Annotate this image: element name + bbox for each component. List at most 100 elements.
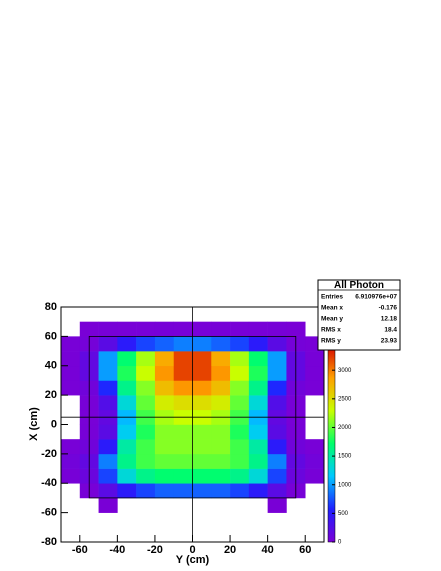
stats-value: -0.176	[379, 305, 398, 312]
heat-cell	[211, 453, 231, 469]
heat-cell	[211, 380, 231, 396]
heat-cell	[267, 483, 287, 499]
heat-cell	[61, 351, 81, 367]
heat-cell	[173, 365, 193, 381]
heat-cell	[230, 483, 250, 499]
x-tick-label: 60	[299, 544, 311, 556]
heat-cell	[136, 424, 156, 440]
heat-cell	[211, 439, 231, 455]
heat-cell	[117, 365, 137, 381]
y-tick-label: 20	[45, 389, 57, 401]
heat-cell	[173, 453, 193, 469]
z-tick-label: 0	[338, 540, 342, 546]
heat-cell	[230, 439, 250, 455]
heat-cell	[305, 365, 325, 381]
heat-cell	[211, 424, 231, 440]
y-tick-label: -60	[41, 507, 57, 519]
stats-frame	[317, 279, 401, 351]
heat-cell	[136, 468, 156, 484]
heat-cell	[248, 424, 268, 440]
y-tick-label: 40	[45, 360, 57, 372]
stats-value: 12.18	[381, 316, 398, 323]
heat-cell	[154, 336, 175, 352]
heat-cell	[305, 351, 325, 367]
heat-cell	[154, 439, 175, 455]
heat-cell	[211, 321, 231, 337]
heat-cell	[248, 321, 268, 337]
heat-cell	[230, 453, 250, 469]
overlay-lines	[61, 307, 324, 542]
z-tick-label: 3000	[338, 368, 352, 374]
heat-cell	[173, 439, 193, 455]
stats-label: Mean y	[321, 316, 343, 323]
heat-cell	[98, 497, 118, 513]
heat-cell	[192, 424, 212, 440]
heat-cell	[117, 468, 137, 484]
heat-cell	[98, 380, 118, 396]
heat-cell	[267, 439, 287, 455]
heat-cell	[136, 395, 156, 411]
y-tick-label: -20	[41, 448, 57, 460]
x-tick-label: -60	[72, 544, 88, 556]
heat-cell	[98, 483, 118, 499]
heat-cell	[230, 380, 250, 396]
heat-cell	[248, 453, 268, 469]
heat-cell	[267, 365, 287, 381]
z-tick-label: 2500	[338, 396, 352, 402]
heat-cell	[61, 439, 81, 455]
stats-box: All Photon Entries 6.910976e+07 Mean x -0.1…	[317, 279, 401, 351]
heat-cell	[248, 336, 268, 352]
heat-cell	[117, 336, 137, 352]
heat-cell	[117, 321, 137, 337]
heat-cell	[230, 424, 250, 440]
heat-cell	[173, 380, 193, 396]
heat-cell	[192, 380, 212, 396]
x-tick-label: 40	[262, 544, 274, 556]
heat-cell	[267, 380, 287, 396]
heat-cell	[98, 395, 118, 411]
heat-cell	[211, 483, 231, 499]
heat-cell	[136, 439, 156, 455]
heat-cell	[98, 453, 118, 469]
heat-cell	[192, 483, 212, 499]
y-tick-label: -40	[41, 477, 57, 489]
heat-cell	[192, 468, 212, 484]
y-axis-title: X (cm)	[28, 407, 40, 441]
heat-cell	[267, 497, 287, 513]
heat-cell	[248, 468, 268, 484]
z-tick-label: 1500	[338, 454, 352, 460]
heat-cell	[173, 483, 193, 499]
heat-cell	[61, 453, 81, 469]
heat-cell	[267, 453, 287, 469]
heat-cell	[173, 321, 193, 337]
heat-cell	[248, 483, 268, 499]
heat-cell	[117, 439, 137, 455]
stats-label: RMS x	[321, 327, 341, 334]
heat-cell	[267, 336, 287, 352]
heat-cell	[98, 468, 118, 484]
heat-cell	[230, 351, 250, 367]
x-tick-label: -20	[147, 544, 163, 556]
heat-cell	[192, 453, 212, 469]
stats-label: Entries	[321, 294, 343, 301]
heat-cell	[230, 468, 250, 484]
heat-cell	[211, 365, 231, 381]
heat-cell	[173, 424, 193, 440]
heat-cell	[117, 453, 137, 469]
heat-cell	[267, 395, 287, 411]
z-tick-label: 1000	[338, 482, 352, 488]
heat-cell	[248, 439, 268, 455]
y-tick-label: -80	[41, 536, 57, 548]
stats-label: Mean x	[321, 305, 343, 312]
heat-cell	[154, 483, 175, 499]
heat-cell	[211, 336, 231, 352]
heat-cell	[98, 365, 118, 381]
heat-cell	[267, 424, 287, 440]
heat-cell	[136, 336, 156, 352]
heat-cell	[248, 395, 268, 411]
heat-cell	[61, 365, 81, 381]
heat-cell	[136, 483, 156, 499]
heat-cell	[286, 321, 306, 337]
heat-cell	[154, 424, 175, 440]
